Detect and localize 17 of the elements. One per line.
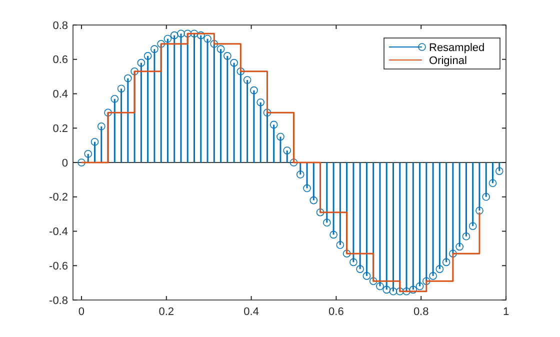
x-tick-label: 0.8 [413,306,429,318]
legend-label: Resampled [429,42,485,54]
y-tick-label: 0.6 [52,54,68,66]
legend-label: Original [429,54,467,67]
y-tick-label: -0.2 [49,192,68,204]
y-tick-label: 0 [62,157,68,170]
x-tick-label: 0.4 [244,306,259,318]
y-tick-label: -0.4 [49,226,68,238]
y-tick-label: -0.8 [49,294,68,307]
x-tick-label: 0.2 [158,306,174,318]
y-tick-label: 0.2 [52,122,68,135]
y-tick-label: -0.6 [49,260,68,272]
x-tick-label: 1 [502,306,510,318]
x-tick-label: 0 [78,306,85,318]
y-tick-label: 0.8 [52,20,68,32]
x-tick-label: 0.6 [328,306,344,318]
y-tick-label: 0.4 [52,88,68,101]
